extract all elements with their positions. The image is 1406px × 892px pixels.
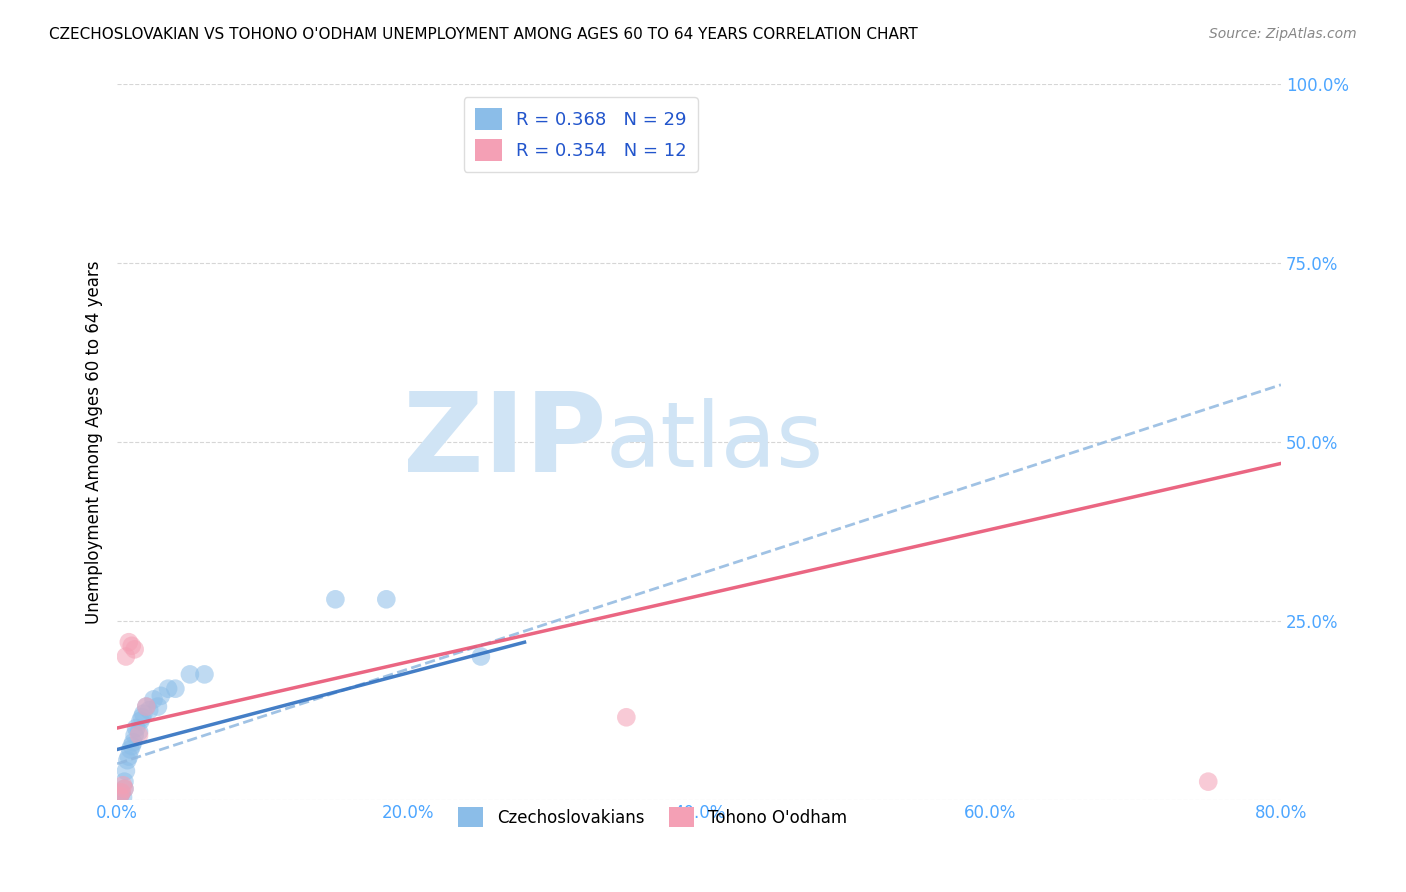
Point	[135, 699, 157, 714]
Y-axis label: Unemployment Among Ages 60 to 64 years: Unemployment Among Ages 60 to 64 years	[86, 260, 103, 624]
Point	[470, 649, 492, 664]
Point	[122, 735, 145, 749]
Point	[128, 724, 150, 739]
Point	[111, 790, 134, 805]
Text: CZECHOSLOVAKIAN VS TOHONO O'ODHAM UNEMPLOYMENT AMONG AGES 60 TO 64 YEARS CORRELA: CZECHOSLOVAKIAN VS TOHONO O'ODHAM UNEMPL…	[49, 27, 918, 42]
Point	[125, 721, 148, 735]
Point	[132, 706, 155, 721]
Point	[115, 764, 138, 778]
Point	[128, 728, 150, 742]
Point	[118, 749, 141, 764]
Legend: Czechoslovakians, Tohono O'odham: Czechoslovakians, Tohono O'odham	[451, 800, 853, 834]
Point	[124, 728, 146, 742]
Point	[135, 699, 157, 714]
Point	[146, 699, 169, 714]
Point	[157, 681, 180, 696]
Point	[121, 639, 143, 653]
Point	[325, 592, 347, 607]
Point	[193, 667, 215, 681]
Point	[114, 774, 136, 789]
Point	[131, 710, 153, 724]
Point	[149, 689, 172, 703]
Point	[114, 781, 136, 796]
Point	[1197, 774, 1219, 789]
Point	[121, 739, 143, 753]
Point	[111, 778, 134, 792]
Point	[108, 789, 131, 803]
Point	[142, 692, 165, 706]
Text: ZIP: ZIP	[402, 389, 606, 495]
Point	[614, 710, 637, 724]
Point	[375, 592, 398, 607]
Text: Source: ZipAtlas.com: Source: ZipAtlas.com	[1209, 27, 1357, 41]
Point	[124, 642, 146, 657]
Point	[179, 667, 201, 681]
Point	[118, 635, 141, 649]
Text: atlas: atlas	[606, 398, 824, 486]
Point	[108, 789, 131, 803]
Point	[115, 649, 138, 664]
Point	[129, 714, 152, 728]
Point	[120, 742, 142, 756]
Point	[165, 681, 187, 696]
Point	[110, 785, 132, 799]
Point	[117, 753, 139, 767]
Point	[114, 781, 136, 796]
Point	[138, 703, 160, 717]
Point	[110, 785, 132, 799]
